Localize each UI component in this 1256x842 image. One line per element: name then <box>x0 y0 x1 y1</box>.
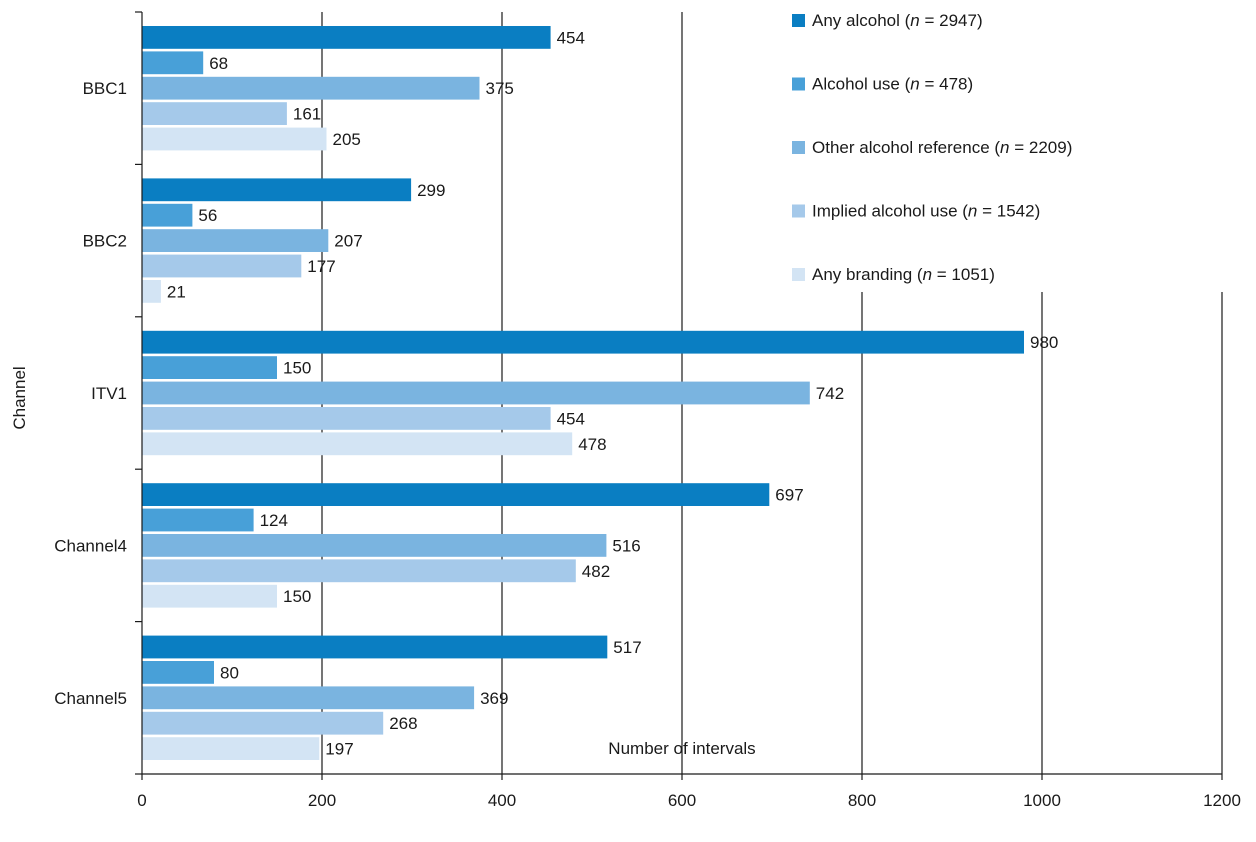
bar <box>142 51 204 75</box>
bar <box>142 76 480 100</box>
data-label: 980 <box>1030 333 1058 352</box>
legend-swatch <box>792 204 805 218</box>
bar <box>142 432 573 456</box>
y-tick-label: Channel5 <box>54 689 127 708</box>
bar <box>142 559 576 583</box>
x-tick-label: 1000 <box>1023 791 1061 810</box>
x-tick-label: 600 <box>668 791 696 810</box>
data-label: 161 <box>293 105 321 124</box>
legend: Any alcohol (n = 2947) Alcohol use (n = 4… <box>792 11 1072 284</box>
data-label: 369 <box>480 689 508 708</box>
bar <box>142 26 551 49</box>
data-label: 21 <box>167 282 186 301</box>
data-label: 478 <box>578 435 606 454</box>
legend-label: Implied alcohol use (n = 1542) <box>812 202 1040 221</box>
x-axis-title: Number of intervals <box>608 739 755 758</box>
data-label: 742 <box>816 384 844 403</box>
data-label: 197 <box>325 740 353 759</box>
legend-swatch <box>792 14 805 27</box>
y-tick-label: BBC2 <box>83 232 127 251</box>
data-label: 482 <box>582 562 610 581</box>
data-label: 68 <box>209 54 228 73</box>
y-tick-label: ITV1 <box>91 384 127 403</box>
data-label: 517 <box>613 638 641 657</box>
data-label: 124 <box>260 511 288 530</box>
bar <box>142 508 254 532</box>
y-tick-label: Channel4 <box>54 536 127 555</box>
bar <box>142 407 551 430</box>
bar <box>142 356 277 379</box>
bars: 454 68 375 161 205 299 56 207 177 21 980 150 742 454 4… <box>142 26 1058 760</box>
legend-label: Any branding (n = 1051) <box>812 265 995 284</box>
bar <box>142 534 607 557</box>
data-label: 454 <box>557 409 585 428</box>
bar <box>142 584 277 608</box>
axes: BBC1 BBC2 ITV1 Channel4 Channel5 0 200 400 600 80… <box>54 11 1241 810</box>
x-tick-label: 0 <box>137 791 146 810</box>
bar <box>142 686 475 710</box>
legend-swatch <box>792 77 805 91</box>
data-label: 375 <box>486 79 514 98</box>
data-label: 150 <box>283 359 311 378</box>
legend-swatch <box>792 141 805 154</box>
y-axis-title: Channel <box>10 366 29 429</box>
legend-swatch <box>792 268 805 281</box>
data-label: 207 <box>334 232 362 251</box>
data-label: 205 <box>333 130 361 149</box>
data-label: 454 <box>557 28 585 47</box>
data-label: 56 <box>198 206 217 225</box>
bar <box>142 254 302 278</box>
y-tick-label: BBC1 <box>83 79 127 98</box>
bar <box>142 280 161 303</box>
legend-label: Alcohol use (n = 478) <box>812 75 973 94</box>
data-label: 177 <box>307 257 335 276</box>
bar <box>142 711 384 735</box>
bar <box>142 203 193 227</box>
x-tick-label: 400 <box>488 791 516 810</box>
legend-label: Other alcohol reference (n = 2209) <box>812 138 1072 157</box>
data-label: 516 <box>612 536 640 555</box>
bar <box>142 381 810 405</box>
data-label: 150 <box>283 587 311 606</box>
bar <box>142 330 1024 354</box>
bar <box>142 178 412 202</box>
x-tick-label: 800 <box>848 791 876 810</box>
bar <box>142 635 608 659</box>
data-label: 80 <box>220 663 239 682</box>
bar <box>142 127 327 151</box>
bar <box>142 229 329 252</box>
legend-label: Any alcohol (n = 2947) <box>812 11 983 30</box>
bar <box>142 661 214 684</box>
data-label: 268 <box>389 714 417 733</box>
x-tick-label: 200 <box>308 791 336 810</box>
bar <box>142 483 770 506</box>
bar <box>142 737 320 760</box>
x-tick-label: 1200 <box>1203 791 1241 810</box>
data-label: 697 <box>775 486 803 505</box>
data-label: 299 <box>417 181 445 200</box>
bar <box>142 102 287 125</box>
